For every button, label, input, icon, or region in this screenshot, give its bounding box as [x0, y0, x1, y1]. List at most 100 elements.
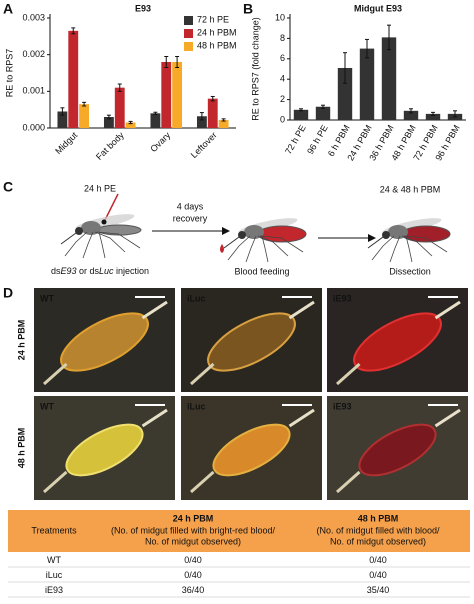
leg — [96, 231, 141, 249]
head — [238, 231, 246, 239]
x-tick-label: Fat body — [94, 130, 126, 162]
panel-label: A — [3, 1, 13, 17]
table-cell: 36/40 — [182, 585, 205, 595]
thorax — [81, 221, 101, 235]
proboscis — [60, 232, 77, 245]
error-bar — [128, 120, 133, 125]
micrograph: WT — [34, 396, 175, 500]
error-bar — [299, 108, 303, 112]
bar — [359, 48, 375, 120]
panel-label: B — [243, 1, 253, 17]
caption-part: injection — [114, 266, 150, 276]
y-tick-label: 10 — [275, 12, 285, 22]
leg — [94, 231, 126, 253]
leg — [227, 235, 251, 261]
leg — [389, 235, 401, 263]
bar — [337, 67, 353, 120]
abdomen — [257, 225, 307, 243]
x-tick-label: Ovary — [148, 130, 172, 154]
error-bar — [175, 56, 180, 68]
error-bar — [106, 114, 111, 120]
midgut — [353, 312, 442, 372]
bar — [125, 122, 136, 128]
y-tick-label: 0.002 — [22, 49, 45, 59]
legend-swatch — [184, 16, 193, 25]
arrow-head — [368, 234, 376, 242]
caption-part: or ds — [76, 266, 99, 276]
table-header-subtitle: (No. of midgut filled with blood/ — [316, 525, 440, 535]
legend-label: 24 h PBM — [197, 27, 237, 37]
column-label: iE93 — [333, 401, 352, 411]
micrograph: iE93 — [327, 396, 468, 500]
bar — [114, 87, 125, 128]
error-bar — [199, 112, 204, 121]
leg — [261, 235, 269, 263]
micrograph: iLuc — [181, 288, 322, 392]
error-bar — [431, 111, 435, 116]
bar — [161, 62, 172, 128]
y-tick-label: 0.000 — [22, 122, 45, 132]
gut-tube — [434, 300, 461, 320]
table-cell: iLuc — [46, 570, 63, 580]
leg — [259, 235, 304, 253]
error-bar — [71, 27, 76, 35]
column-label: WT — [40, 401, 54, 411]
y-tick-label: 8 — [280, 33, 285, 43]
table-cell: 0/40 — [184, 570, 202, 580]
caption: Blood feeding — [234, 266, 289, 276]
leg — [64, 231, 88, 257]
y-tick-label: 0.001 — [22, 86, 45, 96]
y-tick-label: 4 — [280, 74, 285, 84]
gut-tube — [190, 362, 215, 386]
head — [75, 227, 83, 235]
leg — [245, 235, 257, 263]
arrow-head — [222, 227, 230, 235]
midgut — [65, 423, 144, 477]
error-bar — [82, 101, 87, 107]
midgut — [207, 312, 296, 372]
bar — [218, 119, 229, 128]
x-tick-label: Midgut — [53, 130, 80, 157]
row-label: 48 h PBM — [16, 428, 26, 469]
table-cell: 0/40 — [369, 570, 387, 580]
caption-part: E93 — [60, 266, 76, 276]
table-header-bg — [8, 510, 470, 552]
table-header-subtitle: No. of midgut observed) — [145, 536, 241, 546]
y-tick-label: 0 — [280, 114, 285, 124]
table-header: Treatments — [31, 525, 77, 535]
bar — [68, 30, 79, 128]
caption-part: Luc — [99, 266, 114, 276]
y-axis-label: RE to RPS7 (fold change) — [250, 17, 260, 121]
mosquito-illustration — [60, 214, 142, 259]
gut-tube — [190, 470, 215, 494]
gut-tube — [43, 470, 68, 494]
legend-swatch — [184, 29, 193, 38]
error-bar — [365, 38, 369, 59]
error-bar — [387, 24, 391, 51]
bar — [293, 109, 309, 120]
bar — [57, 111, 68, 128]
bar — [403, 110, 419, 120]
bar — [79, 104, 90, 128]
step-label: 24 & 48 h PBM — [380, 184, 441, 194]
gut-tube — [336, 470, 361, 494]
bar — [315, 106, 331, 120]
gut-tube — [434, 408, 461, 428]
midgut — [212, 423, 291, 477]
midgut — [60, 312, 149, 372]
column-label: iLuc — [187, 401, 206, 411]
error-bar — [164, 56, 169, 68]
gut-tube — [288, 408, 315, 428]
legend-label: 48 h PBM — [197, 40, 237, 50]
step-label: 24 h PE — [84, 183, 116, 193]
error-bar — [153, 111, 158, 115]
table-header-title: 48 h PBM — [358, 513, 399, 523]
y-tick-label: 6 — [280, 53, 285, 63]
error-bar — [210, 95, 215, 102]
leg — [82, 231, 94, 259]
table-cell: 35/40 — [367, 585, 390, 595]
bar — [425, 113, 441, 120]
injection-dot — [101, 219, 107, 225]
gut-tube — [43, 362, 68, 386]
